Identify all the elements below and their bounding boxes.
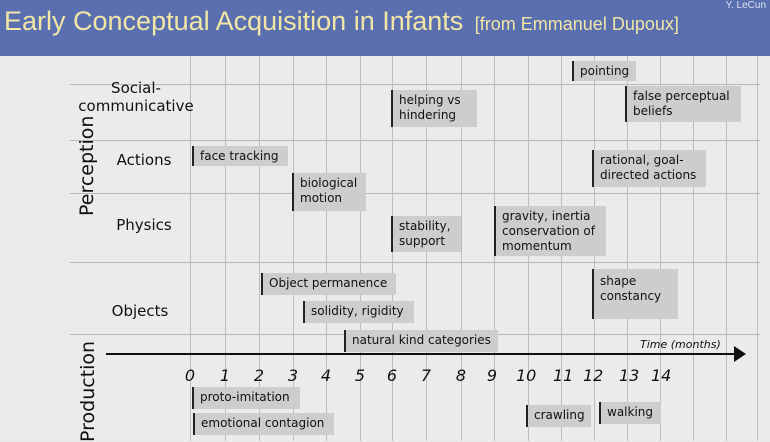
grid-line xyxy=(757,56,758,441)
tick-label: 0 xyxy=(184,366,196,385)
tick-label: 5 xyxy=(354,366,366,385)
time-axis-line xyxy=(106,353,738,355)
grid-line xyxy=(660,56,661,441)
tick-label: 9 xyxy=(486,366,498,385)
title-text: Early Conceptual Acquisition in Infants xyxy=(4,6,464,36)
milestone-biological-motion: biological motion xyxy=(292,173,366,211)
grid-line xyxy=(693,56,694,441)
milestone-stability-support: stability, support xyxy=(391,216,461,252)
tick-label: 1 xyxy=(219,366,231,385)
tick-label: 4 xyxy=(320,366,332,385)
grid-line xyxy=(293,56,294,441)
row-label-social: Social- communicative xyxy=(78,79,194,115)
milestone-object-permanence: Object permanence xyxy=(261,273,396,295)
milestone-emotional-contagion: emotional contagion xyxy=(193,413,334,435)
milestone-proto-imitation: proto-imitation xyxy=(192,387,300,409)
author-credit: Y. LeCun xyxy=(725,0,766,11)
grid-line xyxy=(627,56,628,441)
milestone-helping-vs-hindering: helping vs hindering xyxy=(391,90,477,127)
row-divider xyxy=(70,262,760,263)
row-divider xyxy=(70,84,760,85)
row-label-objects: Objects xyxy=(111,302,169,320)
grid-line xyxy=(461,56,462,441)
milestone-solidity-rigidity: solidity, rigidity xyxy=(303,301,414,323)
milestone-rational-actions: rational, goal- directed actions xyxy=(592,150,706,187)
time-axis-arrowhead xyxy=(734,346,746,362)
tick-label: 6 xyxy=(386,366,398,385)
production-label: Production xyxy=(77,340,99,442)
grid-line xyxy=(225,56,226,441)
grid-line xyxy=(726,56,727,441)
milestone-shape-constancy: shape constancy xyxy=(592,269,678,319)
tick-label: 13 xyxy=(619,366,640,385)
milestone-walking: walking xyxy=(599,402,661,424)
tick-label: 14 xyxy=(651,366,672,385)
milestone-natural-kind-categories: natural kind categories xyxy=(344,330,498,352)
row-label-physics: Physics xyxy=(116,216,172,234)
grid-line xyxy=(360,56,361,441)
time-axis-title: Time (months) xyxy=(640,338,721,351)
tick-label: 10 xyxy=(516,366,537,385)
tick-label: 12 xyxy=(583,366,604,385)
row-label-actions: Actions xyxy=(116,151,172,169)
row-divider xyxy=(70,193,760,194)
milestone-false-perceptual-beliefs: false perceptual beliefs xyxy=(625,86,741,122)
tick-label: 7 xyxy=(420,366,432,385)
grid-line xyxy=(259,56,260,441)
title-bar: Early Conceptual Acquisition in Infants … xyxy=(0,0,770,56)
grid-line xyxy=(326,56,327,441)
tick-label: 8 xyxy=(455,366,467,385)
milestone-pointing: pointing xyxy=(572,61,636,81)
milestone-crawling: crawling xyxy=(526,405,591,427)
row-divider xyxy=(70,140,760,141)
tick-label: 3 xyxy=(287,366,299,385)
slide-title: Early Conceptual Acquisition in Infants … xyxy=(4,6,679,37)
tick-label: 2 xyxy=(253,366,265,385)
milestone-face-tracking: face tracking xyxy=(192,146,288,166)
tick-label: 11 xyxy=(553,366,574,385)
milestone-gravity-inertia: gravity, inertia conservation of momentu… xyxy=(494,206,606,256)
title-source: [from Emmanuel Dupoux] xyxy=(474,14,679,34)
perception-label: Perception xyxy=(76,115,98,216)
grid-line xyxy=(190,56,191,441)
